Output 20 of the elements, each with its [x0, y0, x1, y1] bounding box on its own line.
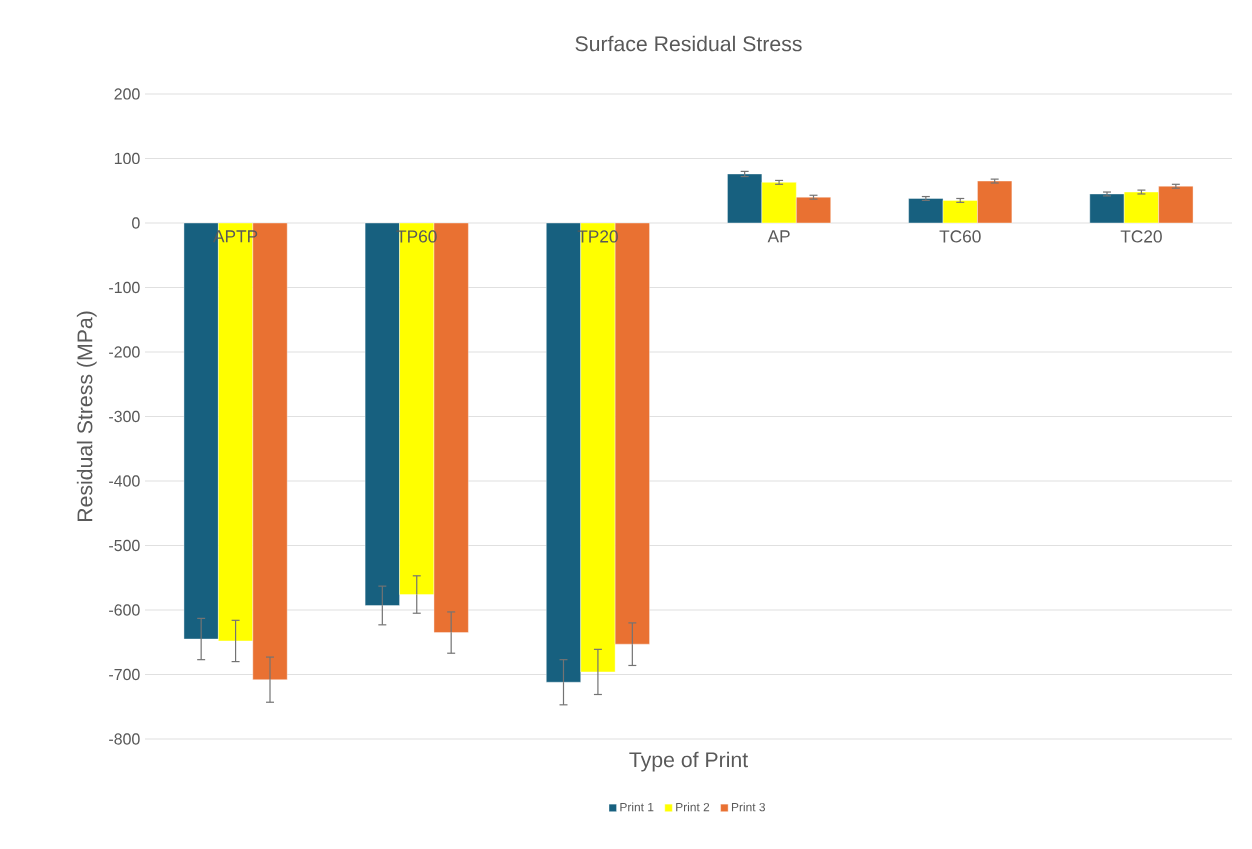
y-tick-label: -400: [109, 475, 140, 487]
y-tick-label: 100: [114, 152, 140, 165]
x-tick-label: AP: [767, 230, 790, 243]
y-tick-label: -700: [109, 668, 140, 681]
x-axis-title: Type of Print: [629, 751, 748, 772]
legend-label: Print 2: [676, 802, 710, 812]
y-tick-label: -100: [109, 281, 140, 294]
y-tick-label: -200: [109, 346, 140, 358]
x-tick-label: TC20: [1120, 230, 1162, 243]
y-tick-label: -800: [109, 733, 140, 745]
chart-title: Surface Residual Stress: [575, 35, 802, 52]
legend-label: Print 3: [731, 802, 766, 812]
y-tick-label: 200: [114, 88, 140, 100]
x-tick-label: TC60: [939, 230, 981, 243]
y-axis-title: Residual Stress (MPa): [76, 311, 97, 522]
y-tick-label: -500: [109, 539, 140, 552]
y-tick-label: 0: [132, 217, 140, 229]
y-tick-label: -600: [109, 604, 140, 616]
y-tick-label: -300: [109, 410, 140, 423]
legend-label: Print 1: [620, 802, 654, 812]
